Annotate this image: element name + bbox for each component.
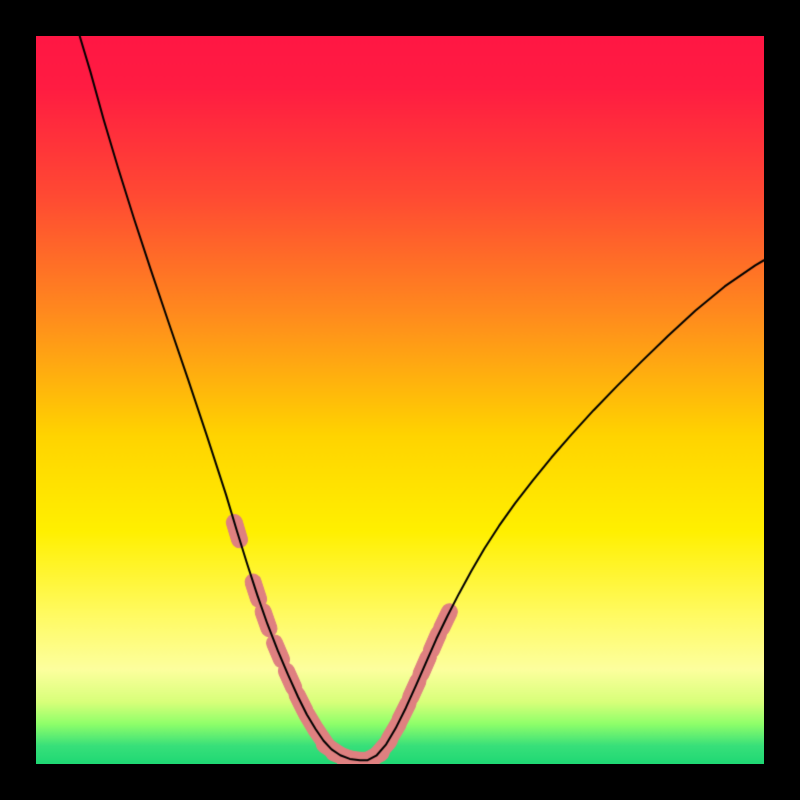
plot-area-outer xyxy=(0,0,800,800)
plot-area-inner xyxy=(36,36,764,764)
chart-stage: TheBottleneck.com xyxy=(0,0,800,800)
gradient-plot-canvas xyxy=(36,36,764,764)
